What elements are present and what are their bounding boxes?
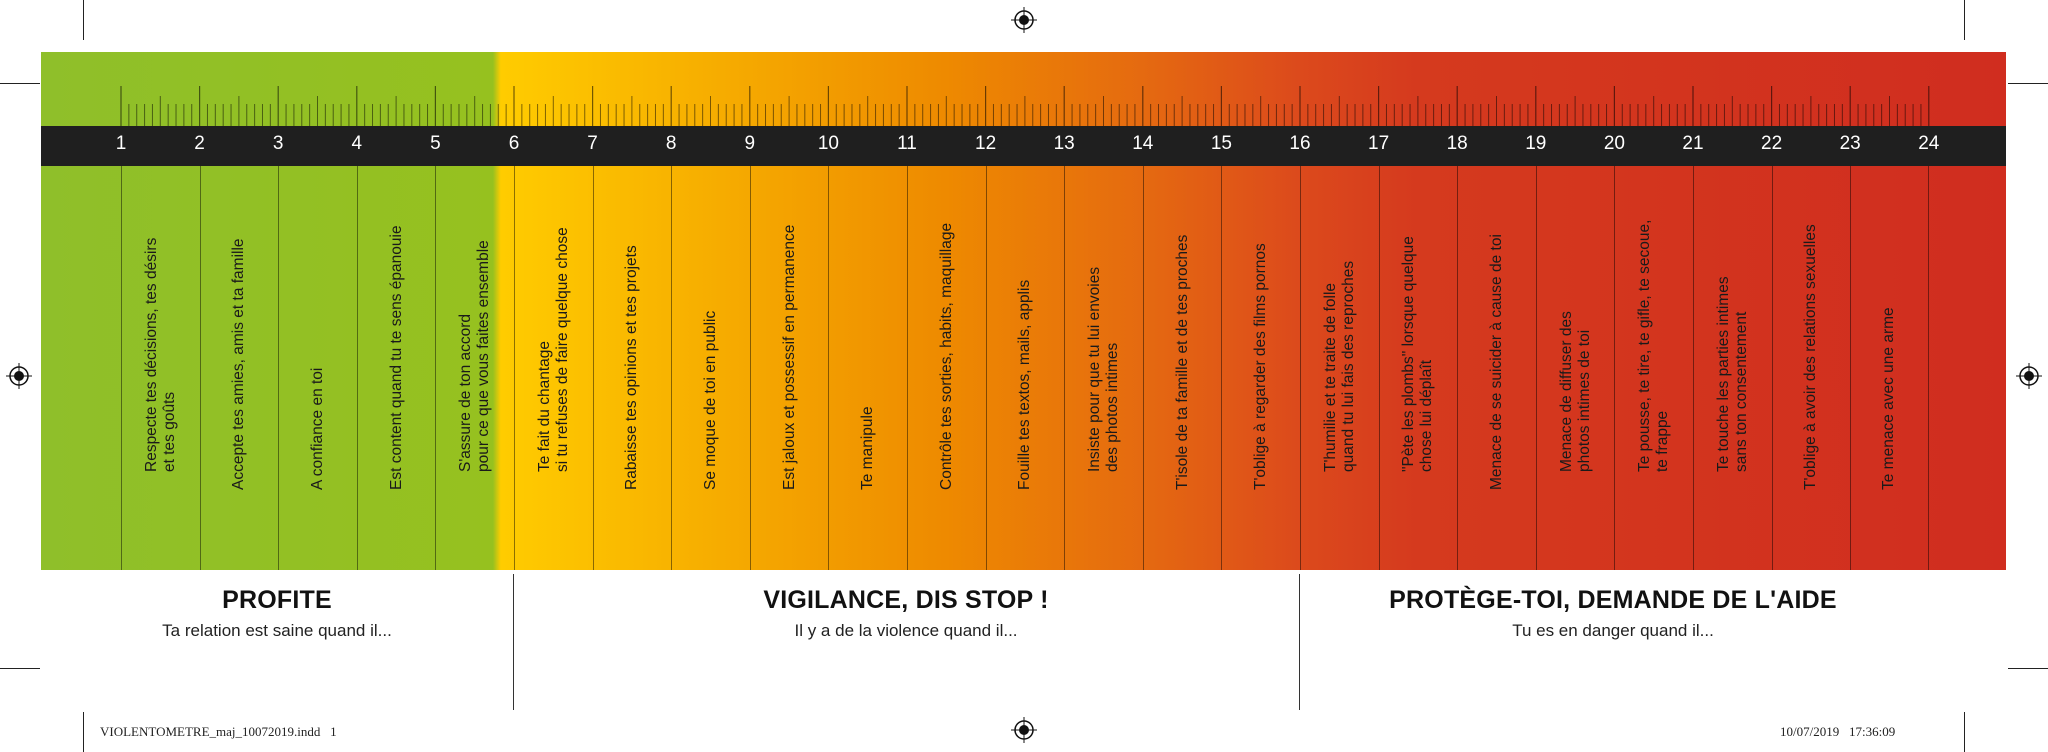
scale-number: 21 [1682, 133, 1704, 154]
behaviour-text: T'oblige à regarder des films pornos [1252, 243, 1270, 490]
zone-vigilance: VIGILANCE, DIS STOP ! Il y a de la viole… [513, 586, 1299, 641]
behaviour-text: T'humilie et te traite de folle quand tu… [1321, 260, 1357, 472]
crop-mark-top-right [1964, 0, 1965, 40]
scale-number: 3 [272, 133, 284, 154]
scale-number: 16 [1289, 133, 1311, 154]
scale-number: 18 [1446, 133, 1468, 154]
zone-protege-toi: PROTÈGE-TOI, DEMANDE DE L'AIDE Tu es en … [1299, 586, 1927, 641]
scale-number: 9 [744, 133, 756, 154]
scale-number: 7 [587, 133, 598, 154]
behaviour-text: Te fait du chantage si tu refuses de fai… [535, 227, 571, 472]
scale-number: 2 [194, 133, 205, 154]
scale-number: 13 [1053, 133, 1075, 154]
scale-number: 15 [1210, 133, 1232, 154]
behaviour-text: Te touche les parties intimes sans ton c… [1714, 276, 1750, 472]
slug-datetime: 10/07/2019 17:36:09 [1780, 724, 1896, 739]
zone-profite: PROFITE Ta relation est saine quand il..… [41, 586, 513, 641]
behaviour-item: Est jaloux et possessif en permanence [749, 166, 829, 570]
behaviour-text: T'isole de ta famille et de tes proches [1173, 234, 1191, 490]
behaviour-text: Se moque de toi en public [701, 310, 719, 490]
behaviour-item: T'oblige à avoir des relations sexuelles [1771, 166, 1851, 570]
behaviour-text: Est content quand tu te sens épanouie [387, 225, 405, 490]
zone-divider-1 [513, 574, 514, 710]
behaviour-item: Menace de se suicider à cause de toi [1457, 166, 1536, 570]
behaviour-item: Contrôle tes sorties, habits, maquillage [907, 166, 986, 570]
registration-mark-top [1011, 7, 1037, 33]
scale-number: 1 [115, 133, 127, 154]
crop-mark-bottom-right [1964, 712, 1965, 752]
scale-number: 17 [1368, 133, 1390, 154]
behaviour-item: Insiste pour que tu lui envoies des phot… [1064, 166, 1143, 570]
ruler-ticks [120, 86, 1930, 126]
behaviour-item: S'assure de ton accord pour ce que vous … [435, 166, 514, 570]
zone-title: PROTÈGE-TOI, DEMANDE DE L'AIDE [1389, 586, 1837, 614]
behaviour-text: Te pousse, te tire, te gifle, te secoue,… [1636, 219, 1672, 472]
behaviour-item: "Pète les plombs" lorsque quelque chose … [1378, 166, 1458, 570]
behaviour-item: Rabaisse tes opinions et tes projets [592, 166, 672, 570]
crop-mark-left-top [0, 83, 40, 84]
behaviour-text: Respecte tes décisions, tes désirs et te… [142, 237, 178, 472]
behaviour-item: T'oblige à regarder des films pornos [1221, 166, 1300, 570]
behaviour-text: Rabaisse tes opinions et tes projets [623, 245, 641, 490]
crop-mark-left-bottom [0, 668, 40, 669]
behaviour-item: T'humilie et te traite de folle quand tu… [1300, 166, 1379, 570]
scale-number: 4 [351, 133, 363, 154]
behaviour-text: Fouille tes textos, mails, applis [1016, 279, 1034, 490]
violentometre-ruler: 1 2 3 4 5 6 7 8 9 10 11 12 13 14 15 16 17 18 19 20 21 22 23 24 … [41, 52, 2006, 570]
registration-mark-bottom [1011, 717, 1037, 743]
behaviour-text: Contrôle tes sorties, habits, maquillage [937, 222, 955, 490]
behaviour-item: Te pousse, te tire, te gifle, te secoue,… [1614, 166, 1693, 570]
scale-number: 12 [975, 133, 997, 154]
scale-number: 23 [1839, 133, 1861, 154]
crop-mark-bottom-left [83, 712, 84, 752]
scale-bar: 1 2 3 4 5 6 7 8 9 10 11 12 13 14 15 16 17 18 19 20 21 22 23 24 [41, 126, 2006, 166]
behaviour-text: Accepte tes amies, amis et ta famille [230, 238, 248, 490]
behaviour-item: T'isole de ta famille et de tes proches [1142, 166, 1222, 570]
zone-title: VIGILANCE, DIS STOP ! [763, 586, 1049, 614]
behaviour-item: Est content quand tu te sens épanouie [356, 166, 436, 570]
behaviour-item: Te manipule [828, 166, 907, 570]
scale-number: 24 [1918, 133, 1940, 154]
behaviour-text: Menace de se suicider à cause de toi [1487, 234, 1505, 490]
behaviour-text: A confiance en toi [308, 367, 326, 490]
behaviour-item: Te fait du chantage si tu refuses de fai… [514, 166, 593, 570]
crop-mark-right-bottom [2008, 668, 2048, 669]
zone-subtitle: Ta relation est saine quand il... [162, 621, 392, 640]
zone-subtitle: Il y a de la violence quand il... [794, 621, 1018, 640]
behaviour-item: Menace de diffuser des photos intimes de… [1535, 166, 1615, 570]
scale-number: 5 [430, 133, 441, 154]
behaviour-item: Accepte tes amies, amis et ta famille [199, 166, 279, 570]
behaviour-item: Fouille tes textos, mails, applis [985, 166, 1065, 570]
behaviour-text: Te menace avec une arme [1880, 307, 1898, 490]
behaviour-item: Te menace avec une arme [1850, 166, 1929, 570]
behaviour-text: Insiste pour que tu lui envoies des phot… [1085, 266, 1121, 472]
zone-title: PROFITE [222, 586, 332, 614]
behaviour-item: A confiance en toi [278, 166, 357, 570]
behaviour-item: Respecte tes décisions, tes désirs et te… [121, 166, 200, 570]
scale-number: 11 [897, 133, 917, 154]
behaviour-text: "Pète les plombs" lorsque quelque chose … [1400, 236, 1436, 472]
behaviour-text: Menace de diffuser des photos intimes de… [1557, 311, 1593, 472]
behaviour-text: Te manipule [859, 406, 877, 490]
scale-number: 10 [817, 133, 839, 154]
behaviour-text: T'oblige à avoir des relations sexuelles [1802, 224, 1820, 490]
scale-number: 20 [1603, 133, 1625, 154]
scale-number: 6 [508, 133, 520, 154]
behaviour-item: Se moque de toi en public [671, 166, 750, 570]
scale-number: 19 [1525, 133, 1547, 154]
scale-number: 14 [1132, 133, 1154, 154]
behaviour-text: Est jaloux et possessif en permanence [780, 224, 798, 490]
scale-number: 8 [665, 133, 677, 154]
zone-divider-2 [1299, 574, 1300, 710]
crop-mark-top-left [83, 0, 84, 40]
behaviour-item: Te touche les parties intimes sans ton c… [1693, 166, 1772, 570]
scale-number: 22 [1761, 133, 1783, 154]
registration-mark-left [6, 363, 32, 389]
registration-mark-right [2016, 363, 2042, 389]
zone-subtitle: Tu es en danger quand il... [1512, 621, 1714, 640]
slug-filename: VIOLENTOMETRE_maj_10072019.indd 1 [100, 724, 337, 739]
behaviour-text: S'assure de ton accord pour ce que vous … [457, 240, 493, 472]
crop-mark-right-top [2008, 83, 2048, 84]
behaviour-columns: Respecte tes décisions, tes désirs et te… [41, 166, 2006, 570]
